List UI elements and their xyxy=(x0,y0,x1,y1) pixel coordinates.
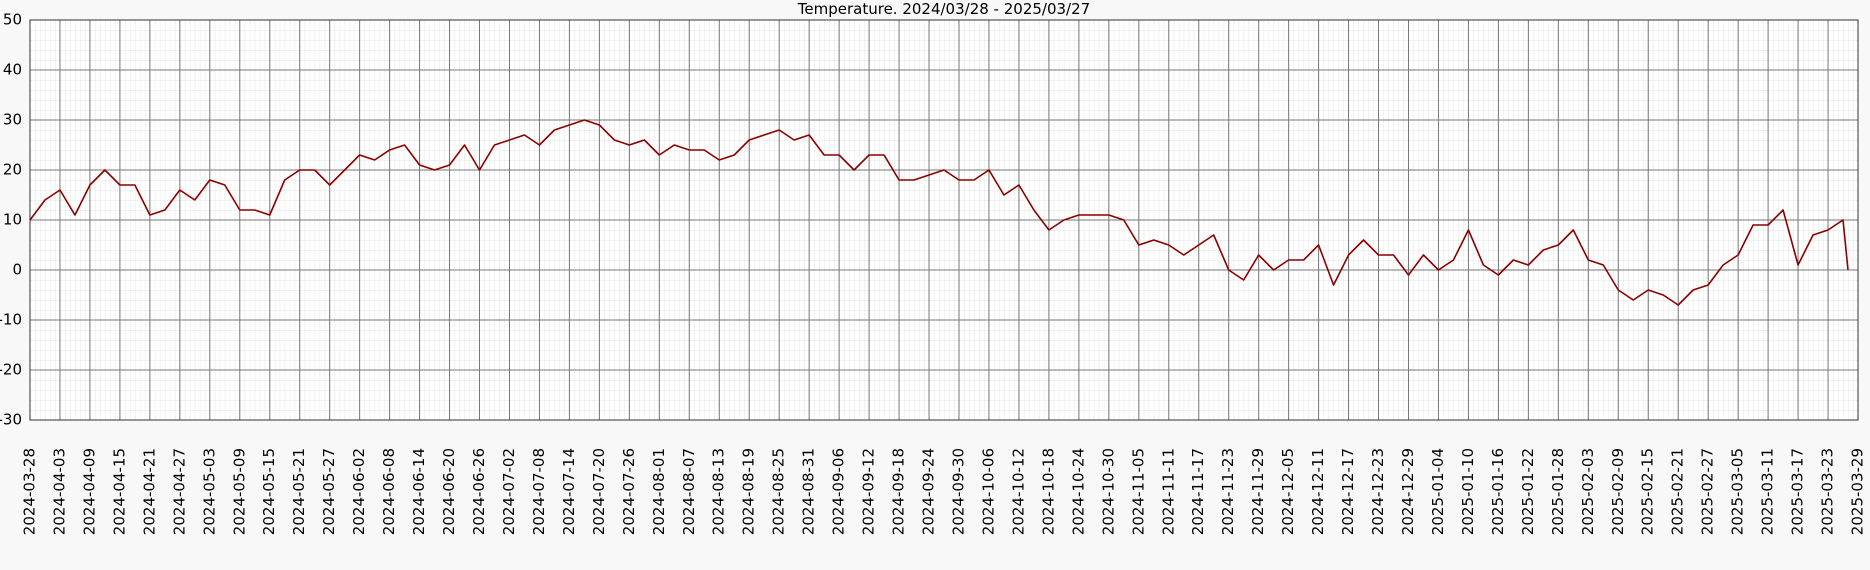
x-tick-label: 2024-09-06 xyxy=(830,448,848,535)
x-tick-label: 2024-11-05 xyxy=(1129,448,1147,535)
x-tick-label: 2024-04-21 xyxy=(140,448,158,535)
x-tick-label: 2024-11-17 xyxy=(1189,448,1207,535)
y-tick-label: 30 xyxy=(3,111,22,129)
x-tick-label: 2025-03-11 xyxy=(1759,448,1777,535)
y-tick-label: 50 xyxy=(3,11,22,29)
x-tick-label: 2025-01-28 xyxy=(1549,448,1567,535)
x-tick-label: 2024-07-02 xyxy=(500,448,518,535)
y-tick-label: 10 xyxy=(3,211,22,229)
x-tick-label: 2024-10-30 xyxy=(1099,448,1117,535)
y-tick-label: -30 xyxy=(0,411,22,429)
y-tick-label: 20 xyxy=(3,161,22,179)
x-tick-label: 2025-03-29 xyxy=(1849,448,1867,535)
x-tick-label: 2025-02-03 xyxy=(1579,448,1597,535)
x-tick-label: 2024-04-15 xyxy=(110,448,128,535)
x-tick-label: 2024-07-20 xyxy=(590,448,608,535)
x-tick-label: 2024-03-28 xyxy=(21,448,39,535)
x-tick-label: 2024-11-23 xyxy=(1219,448,1237,535)
x-tick-label: 2024-06-20 xyxy=(440,448,458,535)
x-tick-label: 2024-05-03 xyxy=(200,448,218,535)
x-tick-label: 2024-05-27 xyxy=(320,448,338,535)
y-tick-label: -20 xyxy=(0,361,22,379)
x-tick-label: 2024-12-23 xyxy=(1369,448,1387,535)
x-tick-label: 2024-12-17 xyxy=(1339,448,1357,535)
x-tick-label: 2025-01-16 xyxy=(1489,448,1507,535)
x-tick-label: 2025-01-22 xyxy=(1519,448,1537,535)
x-tick-label: 2024-10-12 xyxy=(1009,448,1027,535)
x-tick-label: 2024-10-06 xyxy=(979,448,997,535)
x-tick-label: 2024-06-26 xyxy=(470,448,488,535)
x-tick-label: 2025-02-21 xyxy=(1669,448,1687,535)
x-tick-label: 2024-08-25 xyxy=(770,448,788,535)
x-tick-label: 2024-07-14 xyxy=(560,448,578,535)
y-tick-label: 40 xyxy=(3,61,22,79)
x-tick-label: 2024-05-15 xyxy=(260,448,278,535)
x-tick-label: 2025-03-23 xyxy=(1819,448,1837,535)
x-tick-label: 2024-09-12 xyxy=(860,448,878,535)
y-tick-label: 0 xyxy=(12,261,22,279)
x-tick-label: 2024-12-11 xyxy=(1309,448,1327,535)
x-tick-label: 2024-08-01 xyxy=(650,448,668,535)
x-tick-label: 2025-03-05 xyxy=(1729,448,1747,535)
x-tick-label: 2024-09-18 xyxy=(890,448,908,535)
x-tick-label: 2024-09-30 xyxy=(949,448,967,535)
x-tick-label: 2024-05-21 xyxy=(290,448,308,535)
x-tick-label: 2024-12-05 xyxy=(1279,448,1297,535)
x-tick-label: 2024-04-27 xyxy=(170,448,188,535)
x-tick-label: 2024-08-31 xyxy=(800,448,818,535)
chart-title: Temperature. 2024/03/28 - 2025/03/27 xyxy=(797,0,1090,18)
x-tick-label: 2024-06-08 xyxy=(380,448,398,535)
x-tick-label: 2024-08-13 xyxy=(710,448,728,535)
x-tick-label: 2024-05-09 xyxy=(230,448,248,535)
x-tick-label: 2024-07-26 xyxy=(620,448,638,535)
x-tick-label: 2024-08-19 xyxy=(740,448,758,535)
x-tick-label: 2025-03-17 xyxy=(1789,448,1807,535)
data-line xyxy=(29,119,1849,306)
x-tick-label: 2025-02-27 xyxy=(1699,448,1717,535)
x-tick-label: 2024-12-29 xyxy=(1399,448,1417,535)
x-tick-label: 2024-11-11 xyxy=(1159,448,1177,535)
x-tick-label: 2024-06-14 xyxy=(410,448,428,535)
x-tick-label: 2024-07-08 xyxy=(530,448,548,535)
x-tick-label: 2025-02-15 xyxy=(1639,448,1657,535)
y-tick-label: -10 xyxy=(0,311,22,329)
x-tick-label: 2024-10-18 xyxy=(1039,448,1057,535)
x-tick-label: 2024-10-24 xyxy=(1069,448,1087,535)
x-tick-label: 2024-09-24 xyxy=(920,448,938,535)
x-tick-label: 2025-01-10 xyxy=(1459,448,1477,535)
x-tick-label: 2024-04-03 xyxy=(50,448,68,535)
x-tick-label: 2024-06-02 xyxy=(350,448,368,535)
x-tick-label: 2025-02-09 xyxy=(1609,448,1627,535)
x-tick-label: 2024-04-09 xyxy=(80,448,98,535)
x-tick-label: 2024-08-07 xyxy=(680,448,698,535)
x-tick-label: 2025-01-04 xyxy=(1429,448,1447,535)
x-tick-label: 2024-11-29 xyxy=(1249,448,1267,535)
